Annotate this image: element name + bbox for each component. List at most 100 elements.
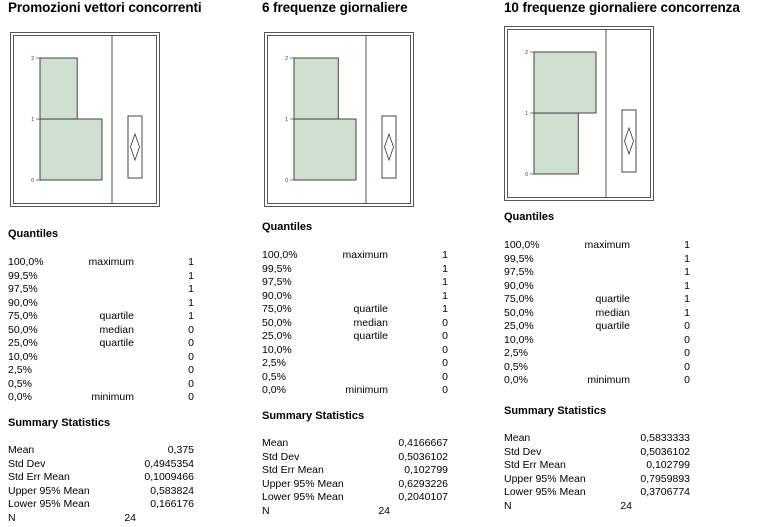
summary-label: Lower 95% Mean xyxy=(8,498,90,510)
quantile-value: 1 xyxy=(684,306,690,319)
inner-frame xyxy=(13,35,157,204)
summary-row: Upper 95% Mean 0,7959893 xyxy=(504,473,690,487)
quantile-row: 10,0% 0 xyxy=(8,351,194,365)
quantile-value: 0 xyxy=(442,343,448,356)
quantile-row: 97,5% 1 xyxy=(504,266,690,280)
quantiles-heading: Quantiles xyxy=(262,221,313,233)
quantiles-heading: Quantiles xyxy=(504,211,555,223)
quantiles-table: 100,0% maximum 1 99,5% 1 97,5% 1 90,0% 1 75,0% qua… xyxy=(262,249,448,398)
quantile-label: minimum xyxy=(587,374,630,386)
summary-label: Std Err Mean xyxy=(504,459,566,471)
quantile-row: 97,5% 1 xyxy=(8,283,194,297)
quantile-value: 0 xyxy=(442,357,448,369)
mean-diamond xyxy=(130,132,140,162)
quantile-value: 0 xyxy=(188,364,194,376)
summary-label: Std Dev xyxy=(262,450,300,463)
histogram-bar xyxy=(533,112,579,175)
summary-value: 0,5036102 xyxy=(640,445,690,458)
histogram-bar xyxy=(533,51,597,114)
summary-row: N 24 xyxy=(262,505,448,519)
quantile-value: 1 xyxy=(684,239,690,251)
y-tick-label: 0 xyxy=(525,172,528,178)
quantile-value: 1 xyxy=(442,249,448,261)
quantile-row: 25,0% quartile 0 xyxy=(8,337,194,351)
quantile-row: 75,0% quartile 1 xyxy=(504,293,690,307)
summary-heading: Summary Statistics xyxy=(262,410,365,422)
summary-table: Mean 0,4166667 Std Dev 0,5036102 Std Err Mea… xyxy=(262,437,448,518)
quantile-row: 10,0% 0 xyxy=(262,344,448,358)
quantile-row: 90,0% 1 xyxy=(262,290,448,304)
quantile-percent: 99,5% xyxy=(8,269,38,282)
quantile-value: 1 xyxy=(442,303,448,315)
quantile-row: 97,5% 1 xyxy=(262,276,448,290)
quantile-percent: 75,0% xyxy=(262,303,292,315)
quantile-row: 99,5% 1 xyxy=(8,270,194,284)
quantile-value: 1 xyxy=(188,283,194,295)
y-tick-label: 2 xyxy=(31,56,34,62)
summary-value: 0,3706774 xyxy=(640,486,690,498)
quantile-percent: 90,0% xyxy=(8,296,38,309)
quantile-percent: 99,5% xyxy=(504,252,534,265)
quantile-percent: 0,0% xyxy=(8,391,32,403)
quantile-row: 0,5% 0 xyxy=(504,361,690,375)
quantile-value: 1 xyxy=(188,310,194,322)
y-tick-label: 1 xyxy=(285,117,288,123)
quantile-row: 0,5% 0 xyxy=(262,371,448,385)
summary-value: 0,1009466 xyxy=(144,471,194,483)
quantile-percent: 0,0% xyxy=(504,374,528,386)
quantile-percent: 50,0% xyxy=(504,306,534,319)
summary-label: Std Dev xyxy=(504,445,542,458)
quantile-percent: 0,5% xyxy=(262,370,286,383)
quantile-percent: 90,0% xyxy=(504,279,534,292)
summary-value: 0,7959893 xyxy=(640,472,690,485)
y-tick-label: 1 xyxy=(525,111,528,117)
summary-value: 24 xyxy=(620,499,632,512)
quantile-percent: 75,0% xyxy=(504,293,534,305)
quantile-percent: 25,0% xyxy=(262,330,292,342)
quantile-percent: 90,0% xyxy=(262,289,292,302)
quantile-row: 75,0% quartile 1 xyxy=(8,310,194,324)
quantile-label: quartile xyxy=(99,337,134,349)
mean-diamond xyxy=(384,132,394,162)
quantile-label: minimum xyxy=(91,391,134,403)
summary-heading: Summary Statistics xyxy=(8,417,111,429)
quantile-value: 0 xyxy=(684,333,690,346)
summary-label: Std Err Mean xyxy=(8,471,70,483)
quantile-value: 0 xyxy=(442,330,448,342)
quantile-value: 0 xyxy=(442,384,448,396)
quantile-percent: 25,0% xyxy=(504,320,534,332)
y-tick-label: 2 xyxy=(525,50,528,56)
quantile-row: 25,0% quartile 0 xyxy=(262,330,448,344)
summary-row: N 24 xyxy=(504,500,690,514)
quantile-percent: 10,0% xyxy=(8,350,38,363)
summary-label: N xyxy=(262,504,270,517)
quantiles-table: 100,0% maximum 1 99,5% 1 97,5% 1 90,0% 1 75,0% qua… xyxy=(504,239,690,388)
summary-label: Upper 95% Mean xyxy=(262,477,344,490)
quantile-percent: 100,0% xyxy=(8,256,44,268)
summary-label: Upper 95% Mean xyxy=(504,472,586,485)
summary-label: Std Dev xyxy=(8,457,46,470)
summary-value: 0,5036102 xyxy=(398,450,448,463)
quantile-percent: 100,0% xyxy=(504,239,540,251)
quantile-value: 0 xyxy=(188,391,194,403)
quantile-label: minimum xyxy=(345,384,388,396)
quantile-value: 0 xyxy=(442,370,448,383)
quantile-percent: 10,0% xyxy=(262,343,292,356)
quantile-row: 50,0% median 0 xyxy=(8,324,194,338)
summary-row: Lower 95% Mean 0,166176 xyxy=(8,498,194,512)
quantile-percent: 50,0% xyxy=(8,323,38,336)
quantile-percent: 97,5% xyxy=(262,276,292,288)
summary-row: Lower 95% Mean 0,3706774 xyxy=(504,486,690,500)
summary-row: Std Err Mean 0,102799 xyxy=(504,459,690,473)
inner-frame xyxy=(507,29,651,198)
quantile-row: 100,0% maximum 1 xyxy=(8,256,194,270)
summary-value: 0,4166667 xyxy=(398,437,448,449)
summary-label: Mean xyxy=(504,432,531,444)
summary-value: 0,375 xyxy=(167,444,194,456)
summary-value: 0,2040107 xyxy=(398,491,448,503)
quantiles-heading: Quantiles xyxy=(8,228,59,240)
histogram-plot: 0 1 2 xyxy=(504,26,654,201)
summary-value: 0,5833333 xyxy=(640,432,690,444)
quantile-percent: 97,5% xyxy=(8,283,38,295)
summary-label: Std Err Mean xyxy=(262,464,324,476)
